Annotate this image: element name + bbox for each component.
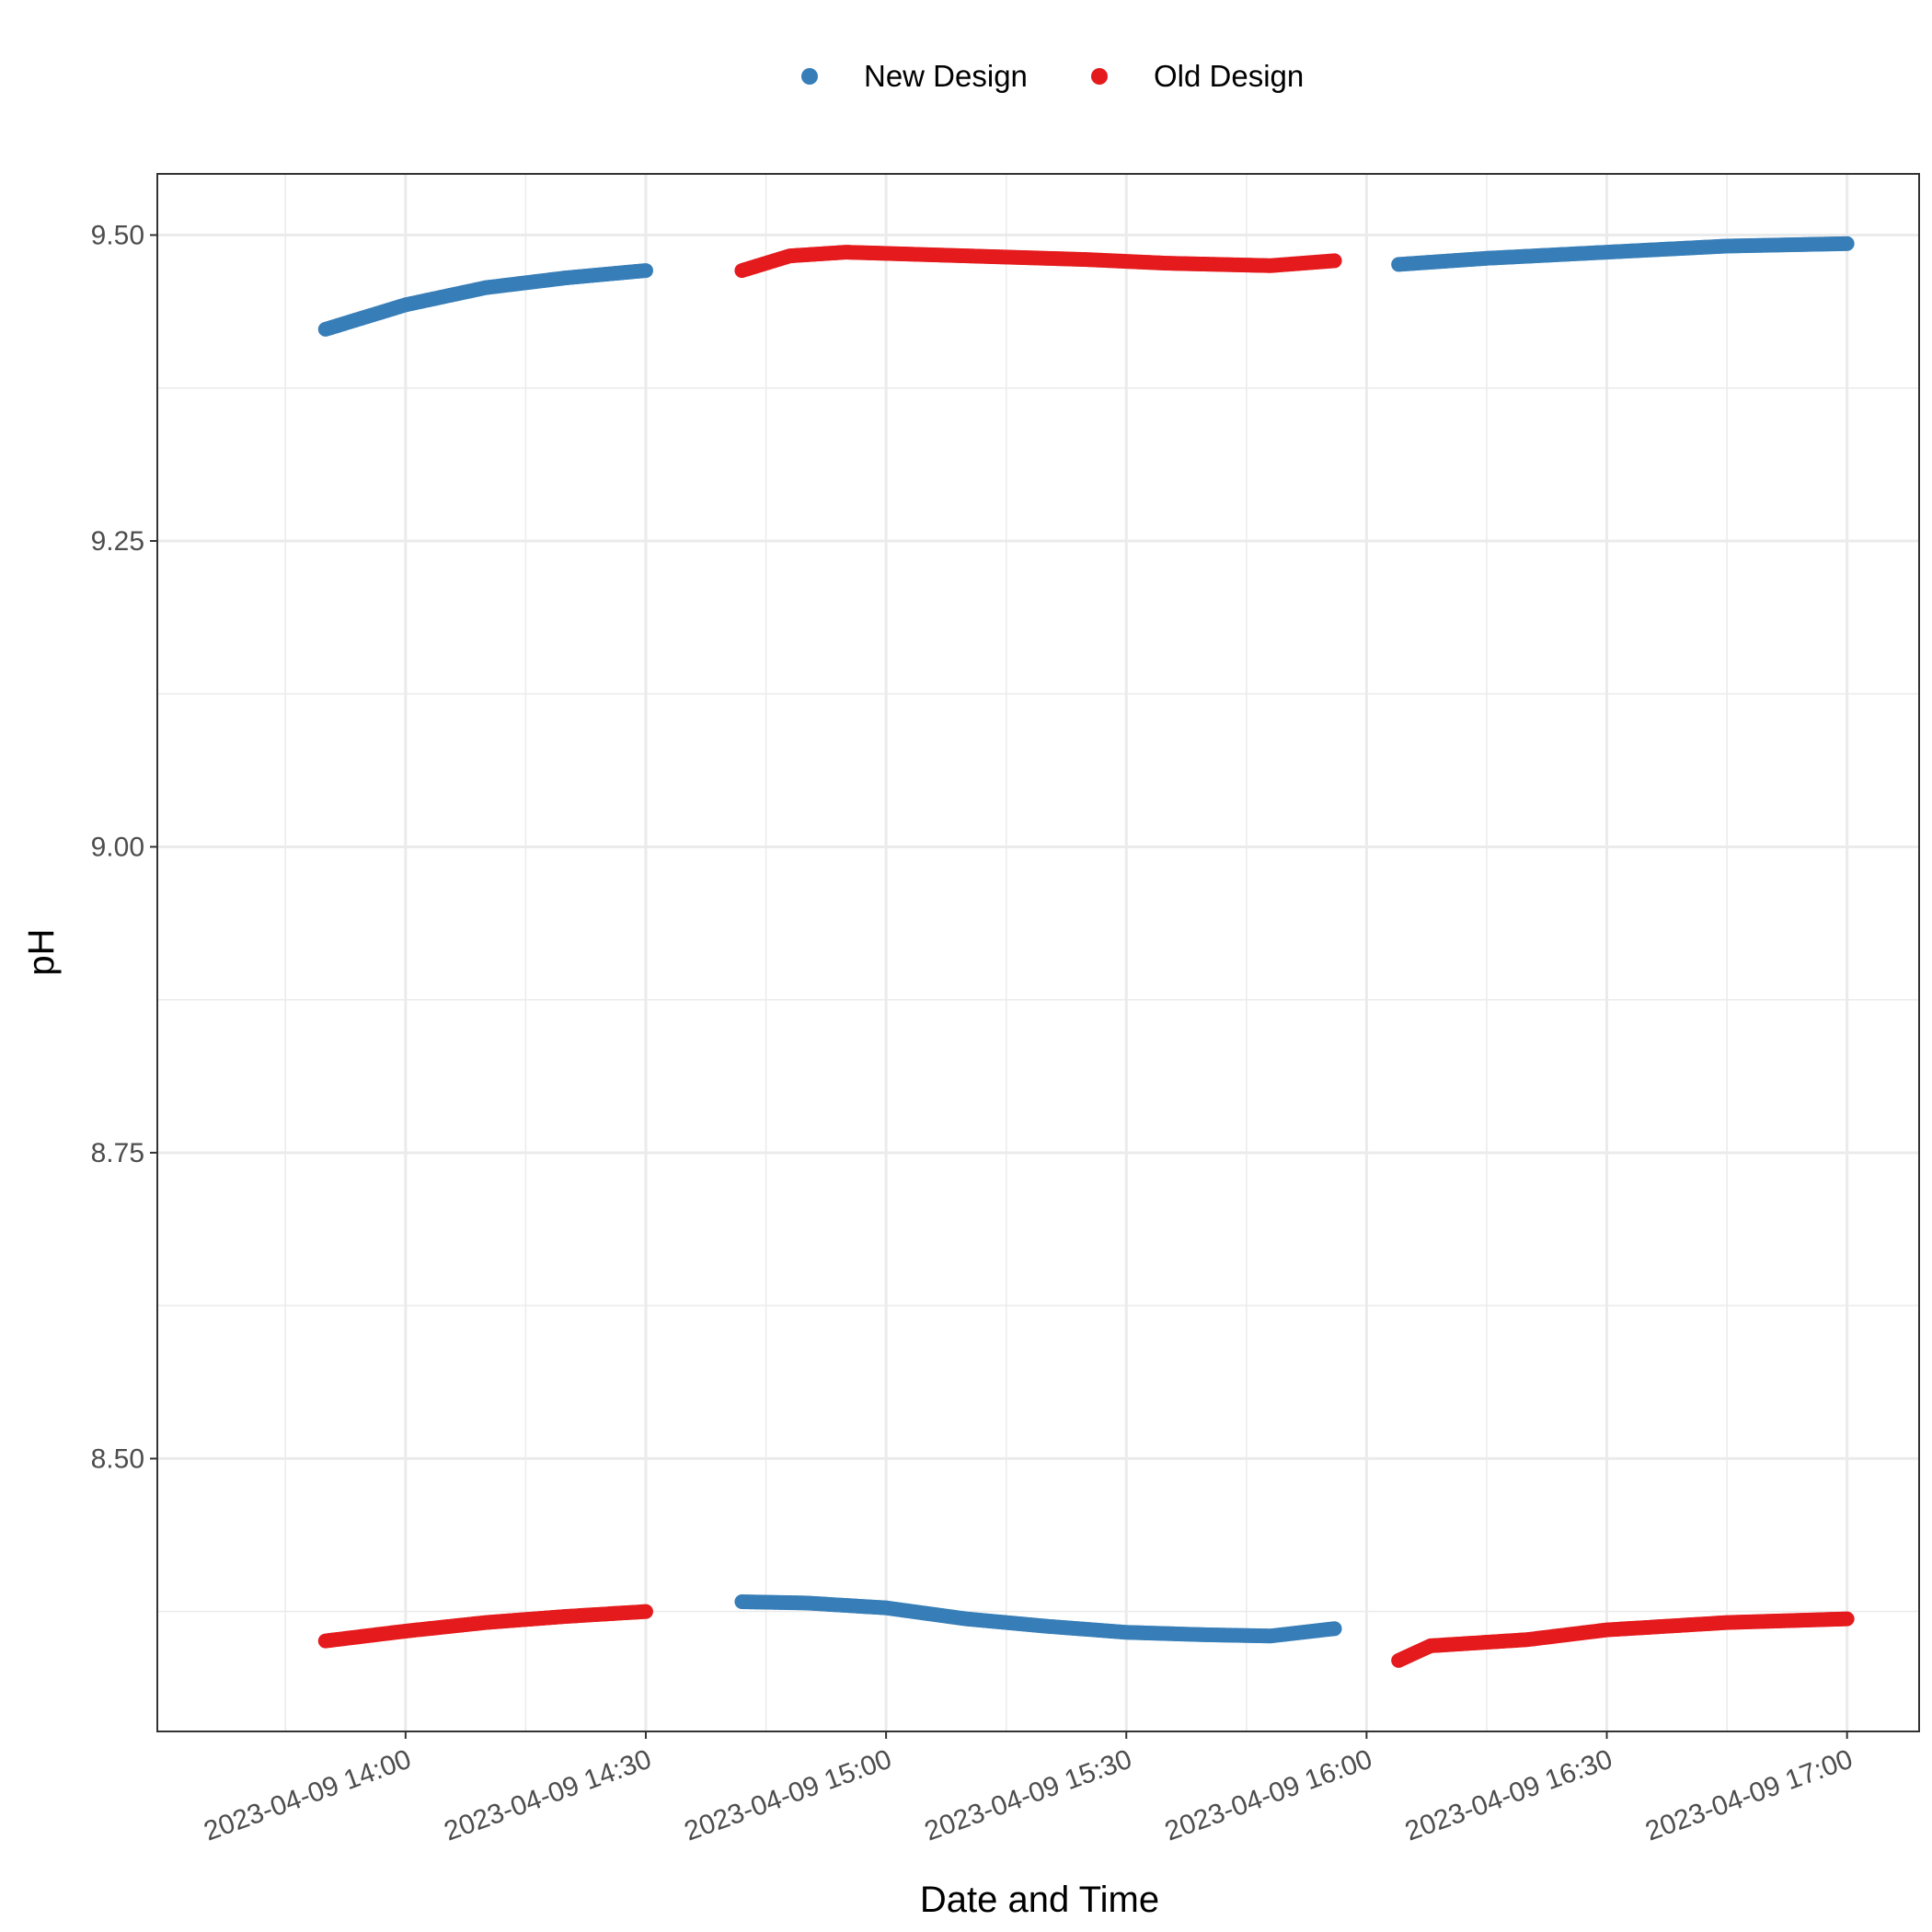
data-point (1839, 1611, 1855, 1627)
legend-key (1091, 68, 1108, 85)
legend: New Design Old Design (801, 59, 1304, 93)
y-axis-title: pH (21, 928, 62, 975)
y-tick-label: 9.00 (91, 832, 144, 862)
data-point (638, 263, 653, 279)
plot-panel (157, 174, 1919, 1731)
legend-label: Old Design (1154, 59, 1304, 93)
legend-key (801, 68, 818, 85)
series-old-design (317, 245, 1855, 1668)
y-tick-label: 9.25 (91, 526, 144, 557)
legend-item: Old Design (1091, 59, 1304, 93)
y-tick-label: 8.50 (91, 1443, 144, 1474)
grid-major (157, 174, 1919, 1731)
y-tick-label: 8.75 (91, 1138, 144, 1168)
grid-minor (157, 174, 1919, 1731)
data-point (1839, 236, 1855, 251)
series-new-design (317, 236, 1855, 1644)
data-point (638, 1604, 653, 1619)
data-point (1327, 253, 1342, 269)
data-point (1327, 1621, 1342, 1637)
legend-item: New Design (801, 59, 1028, 93)
data-layer (317, 236, 1855, 1668)
legend-label: New Design (864, 59, 1028, 93)
x-axis-title: Date and Time (920, 1880, 1159, 1920)
y-axis: 8.50 8.75 9.00 9.25 9.50 (91, 220, 157, 1474)
plot-border (156, 173, 1920, 1732)
y-tick-label: 9.50 (91, 220, 144, 250)
